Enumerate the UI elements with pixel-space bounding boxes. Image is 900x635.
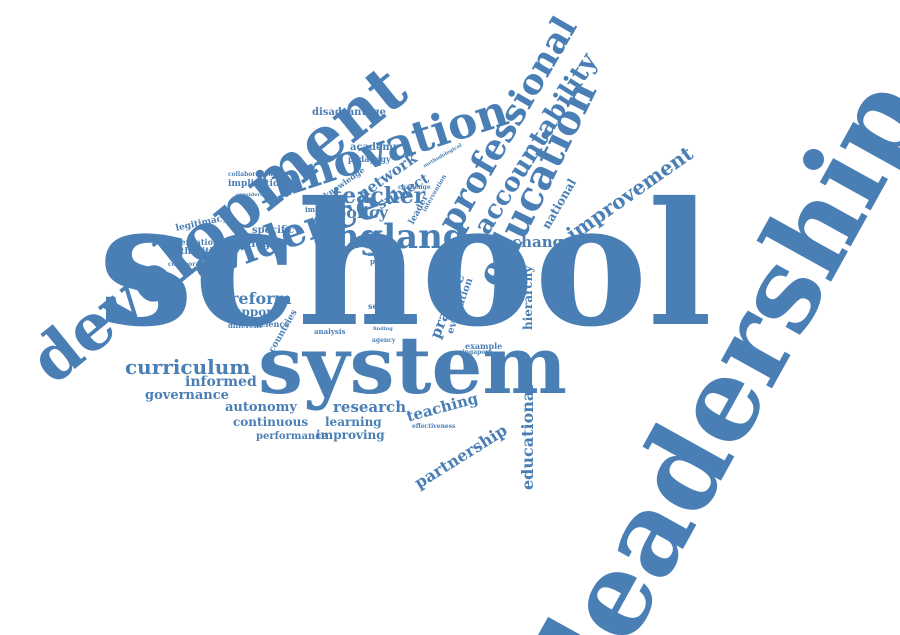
word-different: different [228,321,263,330]
word-science: science [256,319,290,329]
word-agency: agency [372,337,396,344]
word-more: more [368,251,386,258]
word-finding: finding [373,326,393,332]
word-singapore: singapore [459,349,493,356]
word-system: system [258,318,568,412]
word-pupil: pupil [370,257,391,266]
word-continuous: continuous [233,415,309,429]
word-college: college [233,237,278,250]
word-example: example [465,341,503,351]
word-autonomy: autonomy [225,400,297,415]
word-authorities: authorities [168,247,224,257]
word-implication: implication [228,179,286,189]
word-international: international [168,237,227,247]
word-challenge: challenge [398,184,431,191]
word-analysis: analysis [314,327,346,336]
word-improving: improving [316,428,385,442]
word-disadvantage: disadvantage [312,107,386,118]
word-change: change [512,233,573,251]
word-partnership: partnership [410,420,511,493]
word-curriculum: curriculum [125,355,251,379]
word-academy: academy [350,142,399,153]
word-school: school [98,165,713,365]
word-educational: educational [518,384,537,490]
word-collaborative: collaborative [168,261,212,268]
word-self: self [368,301,385,311]
word-england: england [313,217,467,257]
word-informed: informed [185,374,257,390]
word-policy: policy [335,203,389,222]
word-effectiveness: effectiveness [412,423,456,430]
word-context: context [305,195,335,204]
word-review: review [318,317,344,326]
word-teacher: teacher [332,183,426,209]
word-research: research [333,398,407,416]
word-support: support [226,305,279,319]
word-learning: learning [325,415,382,429]
word-collaboration: collaboration [228,171,273,178]
word-trust: trust [376,247,393,254]
word-performance: performance [256,431,328,442]
word-consideration: consideration [236,192,275,198]
word-pedagogy: pedagogy [348,154,391,164]
word-reform: reform [230,289,292,308]
word-specific: specific [252,225,295,236]
word-governance: governance [145,388,229,403]
word-hierarchy: hierarchy [521,265,535,330]
word-impact: impact [305,205,332,214]
